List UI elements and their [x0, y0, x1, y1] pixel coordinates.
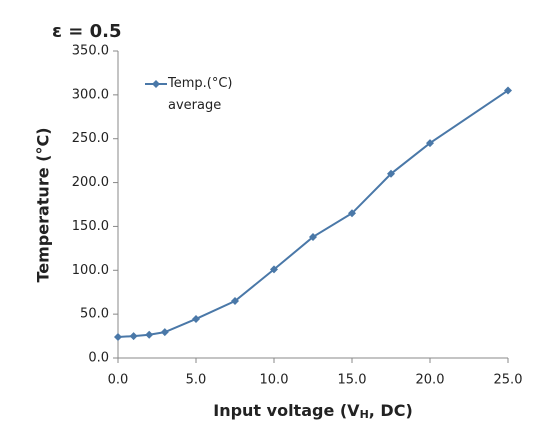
data-point [387, 169, 395, 178]
y-tick-label: 300.0 [72, 87, 109, 102]
data-point [231, 296, 239, 305]
y-tick-label: 150.0 [72, 219, 109, 234]
x-tick-label: 15.0 [338, 373, 367, 388]
y-tick-label: 0.0 [88, 351, 109, 366]
data-line [117, 89, 509, 338]
data-point [160, 328, 169, 337]
data-point [426, 139, 434, 148]
data-point [192, 314, 200, 323]
y-tick-label: 100.0 [72, 263, 109, 278]
data-point [309, 232, 317, 241]
x-axis-label: Input voltage (VH, DC) [213, 401, 413, 422]
x-label-part: , DC) [369, 401, 413, 420]
y-tick-label: 200.0 [72, 175, 109, 190]
data-point [129, 332, 138, 341]
x-label-sub: H [360, 408, 369, 421]
x-tick-label: 20.0 [416, 373, 445, 388]
x-tick-label: 5.0 [186, 373, 207, 388]
x-label-part: Input voltage (V [213, 401, 360, 420]
data-point [145, 330, 154, 339]
legend-label: Temp.(°C) average [168, 76, 233, 113]
data-point [270, 265, 278, 274]
x-tick-label: 10.0 [260, 373, 289, 388]
legend-marker [152, 80, 160, 88]
data-point [114, 332, 122, 341]
y-axis-label: Temperature (°C) [34, 127, 53, 282]
chart-title: ε = 0.5 [52, 21, 122, 42]
y-tick-label: 50.0 [80, 307, 109, 322]
x-tick-label: 25.0 [494, 373, 523, 388]
y-tick-label: 250.0 [72, 131, 109, 146]
y-tick-label: 350.0 [72, 44, 109, 59]
data-point [504, 86, 512, 95]
x-tick-label: 0.0 [108, 373, 129, 388]
data-point [348, 209, 356, 218]
